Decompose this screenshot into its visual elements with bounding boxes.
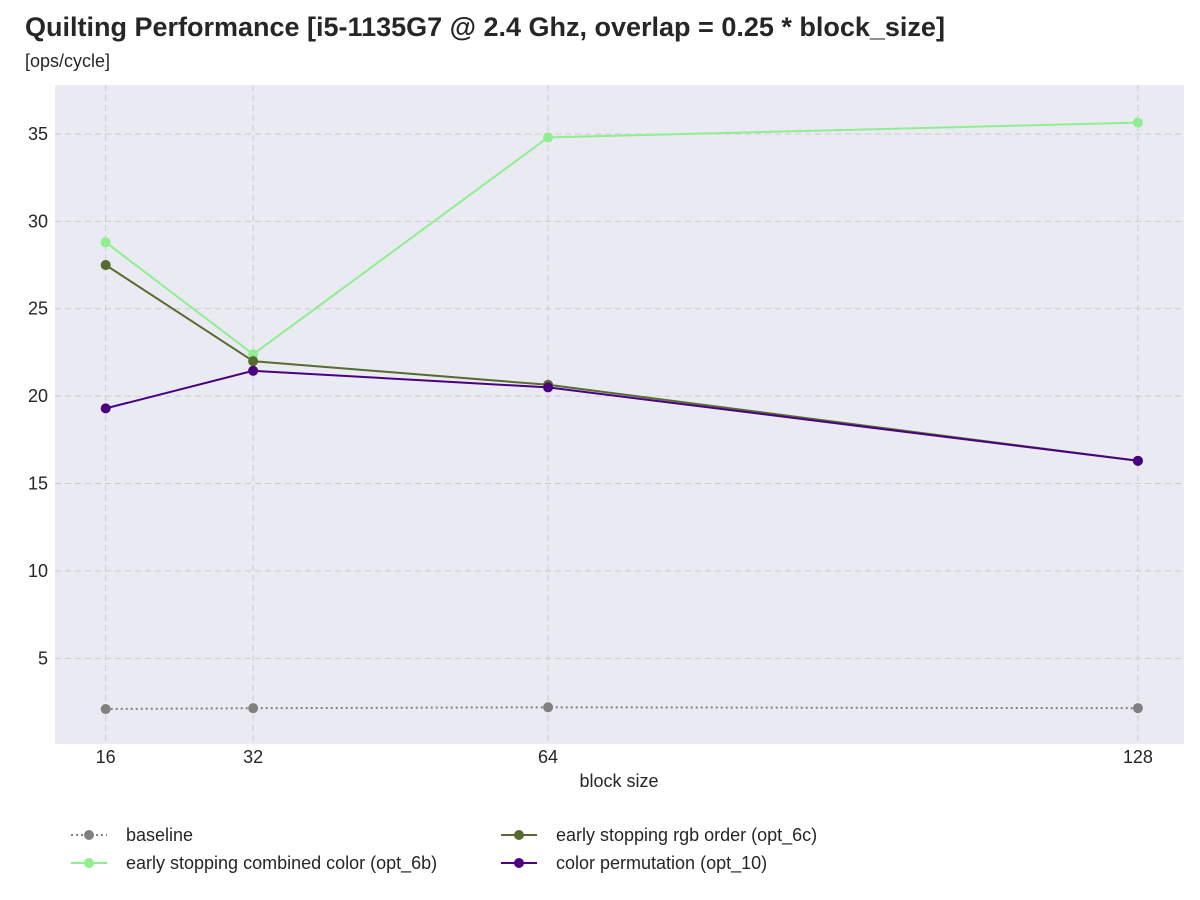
data-point bbox=[100, 260, 111, 271]
y-axis: 5 10 15 20 25 30 35 bbox=[28, 124, 48, 668]
data-point bbox=[100, 237, 111, 248]
legend-entry: early stopping rgb order (opt_6c) bbox=[500, 822, 817, 848]
data-point bbox=[543, 702, 554, 713]
legend-entry: baseline bbox=[70, 822, 193, 848]
x-tick-label: 32 bbox=[243, 747, 263, 767]
y-tick-label: 30 bbox=[28, 211, 48, 231]
data-point bbox=[100, 704, 111, 715]
y-tick-label: 20 bbox=[28, 386, 48, 406]
data-point bbox=[543, 132, 554, 143]
legend-label: early stopping combined color (opt_6b) bbox=[126, 852, 438, 873]
plot-area bbox=[55, 85, 1184, 744]
series-0 bbox=[100, 702, 1143, 715]
legend-marker bbox=[501, 858, 537, 868]
data-point bbox=[1132, 455, 1143, 466]
series-line bbox=[105, 121, 1138, 356]
data-point bbox=[543, 382, 554, 393]
x-axis-label: block size bbox=[579, 771, 658, 791]
series-1 bbox=[100, 117, 1143, 360]
y-tick-label: 5 bbox=[38, 648, 48, 668]
data-point bbox=[100, 403, 111, 414]
x-tick-label: 128 bbox=[1123, 747, 1153, 767]
legend-entry: color permutation (opt_10) bbox=[500, 850, 767, 876]
legend-entry: early stopping combined color (opt_6b) bbox=[70, 850, 437, 876]
series-group bbox=[100, 117, 1143, 715]
grid-lines bbox=[55, 85, 1184, 744]
legend-label: baseline bbox=[126, 824, 194, 845]
y-tick-label: 15 bbox=[28, 474, 48, 494]
x-axis: 16 32 64 128 bbox=[96, 747, 1153, 767]
series-line bbox=[105, 369, 1139, 462]
data-point bbox=[248, 365, 259, 376]
y-tick-label: 35 bbox=[28, 124, 48, 144]
x-tick-label: 64 bbox=[538, 747, 558, 767]
legend-label: color permutation (opt_10) bbox=[556, 852, 768, 873]
chart-subtitle: [ops/cycle] bbox=[25, 51, 111, 71]
legend: baseline early stopping combined color (o… bbox=[70, 822, 970, 882]
legend-marker bbox=[71, 858, 107, 868]
y-tick-label: 10 bbox=[28, 561, 48, 581]
data-point bbox=[248, 349, 259, 360]
legend-label: early stopping rgb order (opt_6c) bbox=[556, 824, 818, 845]
data-point bbox=[1132, 117, 1143, 128]
legend-marker bbox=[71, 830, 107, 840]
legend-marker bbox=[501, 830, 537, 840]
line-chart: 5 10 15 20 25 30 35 16 32 64 128 block size bbox=[28, 85, 1184, 791]
data-point bbox=[1132, 703, 1143, 714]
series-line bbox=[105, 264, 1139, 462]
chart-title: Quilting Performance [i5-1135G7 @ 2.4 Gh… bbox=[25, 12, 945, 42]
x-tick-label: 16 bbox=[96, 747, 116, 767]
data-point bbox=[248, 703, 259, 714]
data-point bbox=[248, 356, 259, 367]
series-3 bbox=[100, 365, 1143, 466]
y-tick-label: 25 bbox=[28, 299, 48, 319]
